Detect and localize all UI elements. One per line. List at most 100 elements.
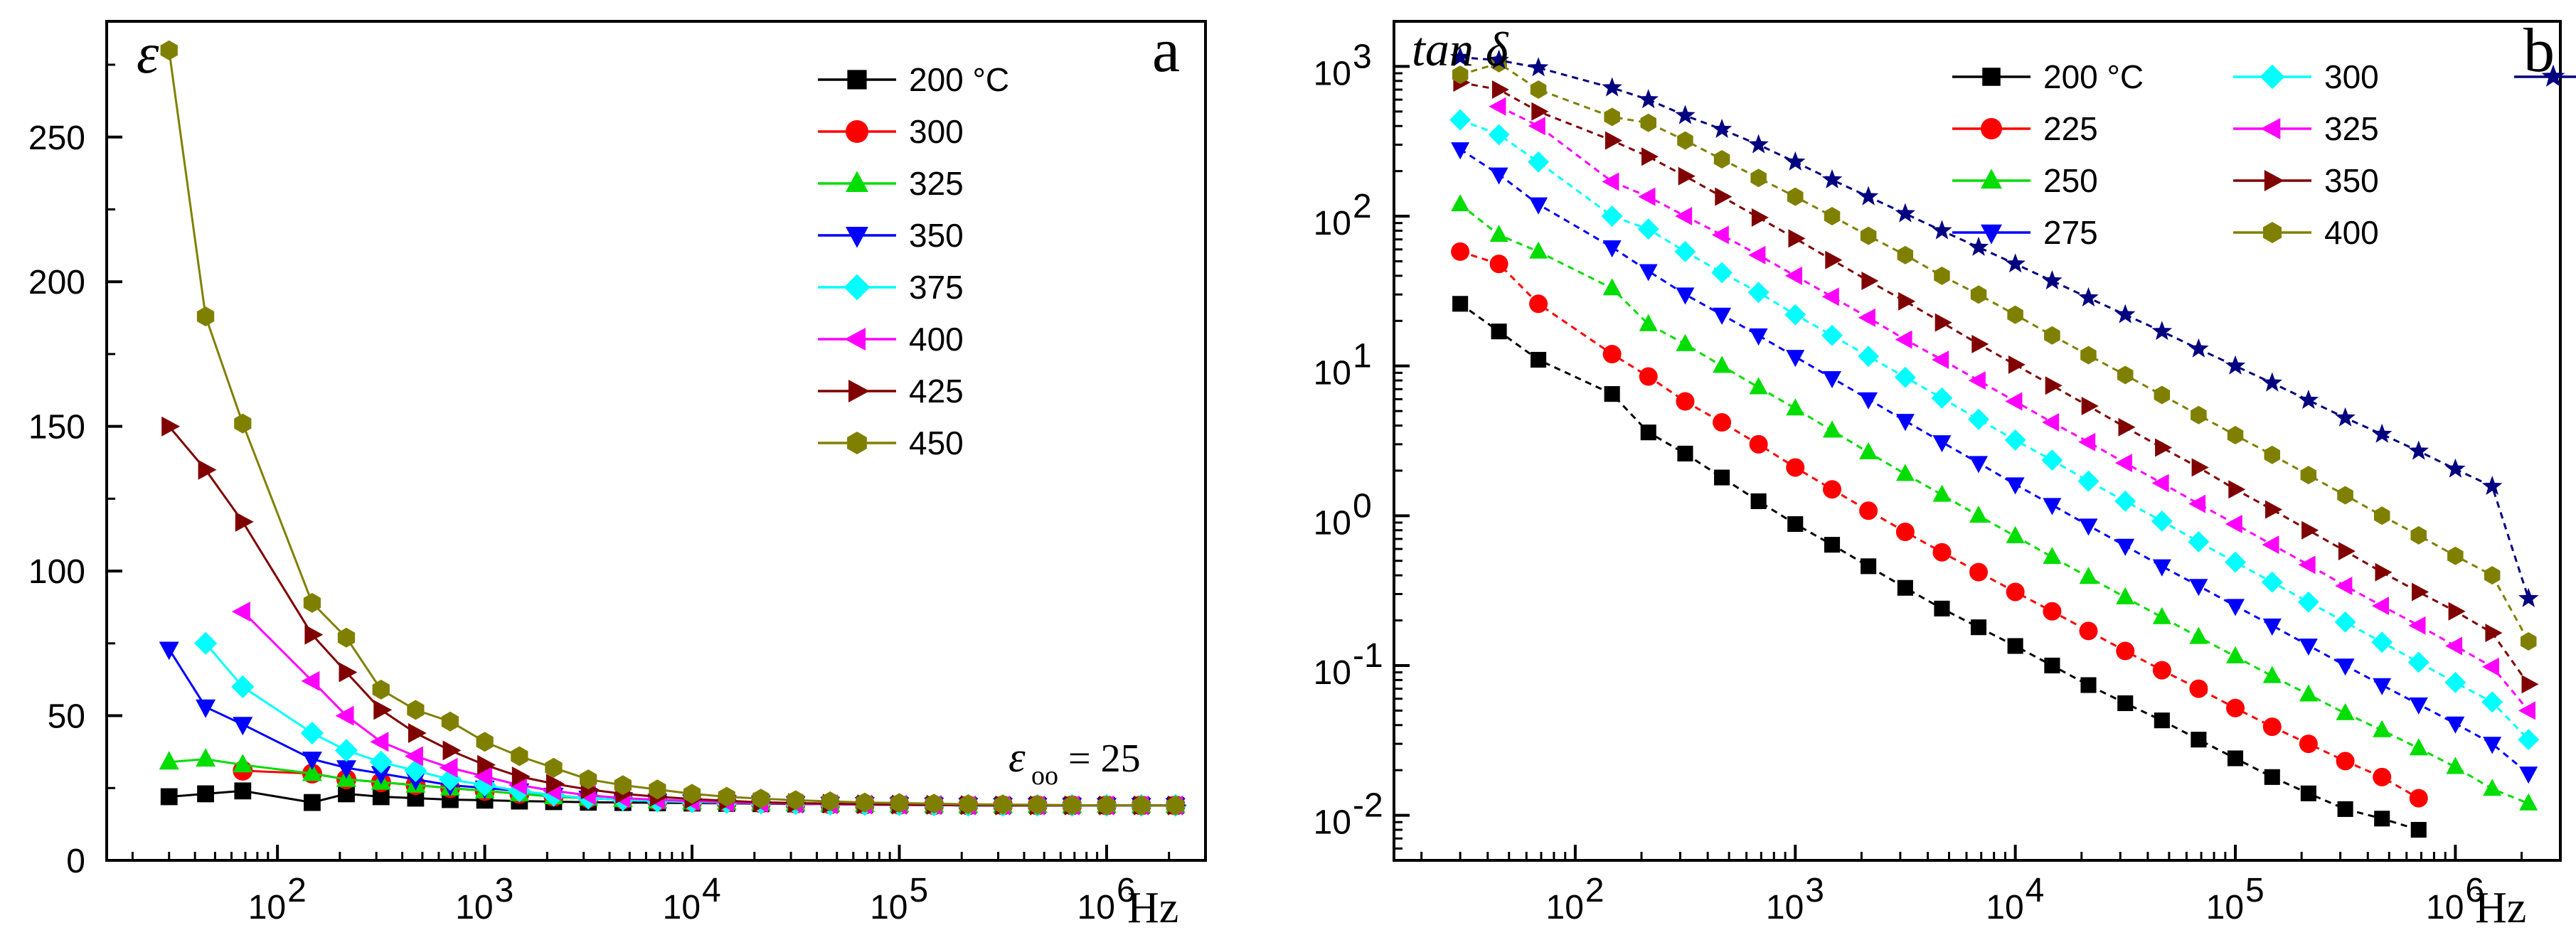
data-point xyxy=(1489,97,1506,116)
data-point xyxy=(2007,305,2023,324)
data-point xyxy=(160,40,178,60)
data-point xyxy=(1530,80,1547,99)
data-point xyxy=(2008,355,2026,374)
data-point xyxy=(2152,559,2171,577)
data-point xyxy=(1528,151,1549,173)
data-point xyxy=(2079,567,2098,584)
legend-marker xyxy=(848,380,870,402)
data-point xyxy=(2114,454,2132,473)
legend-item: 250 xyxy=(1952,162,2098,199)
data-point xyxy=(339,662,358,683)
data-point xyxy=(2117,695,2134,712)
x-tick-exponent: 5 xyxy=(2245,872,2264,909)
data-point xyxy=(2004,429,2026,451)
data-point xyxy=(2044,326,2060,345)
data-point xyxy=(233,717,253,736)
data-point xyxy=(1491,80,1509,99)
data-point xyxy=(718,786,735,807)
data-point xyxy=(1097,795,1116,816)
data-point xyxy=(2481,657,2499,676)
data-point xyxy=(2408,440,2429,460)
legend-item: 225 xyxy=(1952,110,2098,147)
legend-marker xyxy=(844,328,866,351)
legend-item: 450 xyxy=(2514,64,2576,87)
data-point xyxy=(2518,701,2535,720)
data-point xyxy=(1894,366,1916,388)
legend-label: 200 °C xyxy=(2043,58,2144,95)
data-point xyxy=(2007,638,2023,654)
legend-marker xyxy=(847,432,867,454)
data-point xyxy=(1823,371,1841,388)
data-point xyxy=(1824,207,1841,225)
data-point xyxy=(1677,445,1693,461)
data-point xyxy=(511,746,528,767)
legend-label: 425 xyxy=(909,373,964,410)
legend-item: 325 xyxy=(818,165,964,202)
data-point xyxy=(1750,493,1767,509)
data-point xyxy=(787,790,804,811)
data-point xyxy=(1531,351,1547,368)
legend-label: 400 xyxy=(2324,214,2379,251)
data-point xyxy=(2335,577,2353,595)
legend-item: 425 xyxy=(818,373,964,410)
data-point xyxy=(2226,698,2245,717)
data-point xyxy=(370,732,389,752)
data-point xyxy=(2078,287,2099,306)
data-point xyxy=(233,754,253,773)
data-point xyxy=(2448,602,2466,621)
data-point xyxy=(1528,57,1549,77)
data-point xyxy=(1677,131,1693,150)
data-point xyxy=(2080,346,2097,365)
panel-b-legend: 200 °C 225 250 275 300 325 350 400 450 xyxy=(1952,58,2576,251)
data-point xyxy=(2006,477,2025,495)
data-point xyxy=(2081,397,2099,415)
data-point xyxy=(1489,167,1508,185)
data-point xyxy=(234,413,252,434)
data-point xyxy=(161,416,181,437)
series-400 xyxy=(1452,53,2537,651)
data-point xyxy=(1638,89,1659,109)
data-point xyxy=(2116,587,2135,604)
data-point xyxy=(2483,737,2502,754)
data-point xyxy=(235,511,254,532)
data-point xyxy=(408,723,427,743)
data-point xyxy=(2226,599,2245,616)
data-point xyxy=(2191,732,2207,748)
data-point xyxy=(546,774,565,794)
panel-b-y-axis-title: tan δ xyxy=(1412,22,1509,76)
data-point xyxy=(231,675,255,698)
data-point xyxy=(2116,538,2135,556)
legend-item: 200 °C xyxy=(818,61,1009,98)
legend-label: 325 xyxy=(909,165,964,202)
data-point xyxy=(2301,520,2319,540)
x-tick-label: 10 xyxy=(1077,889,1115,926)
data-point xyxy=(1675,207,1693,225)
data-point xyxy=(1821,324,1843,346)
data-point xyxy=(2118,417,2136,437)
legend-marker xyxy=(846,120,868,143)
data-point xyxy=(2006,582,2025,602)
data-point xyxy=(2519,767,2538,784)
legend-marker xyxy=(2264,170,2284,191)
panel-b-plot-frame xyxy=(1393,20,2562,862)
data-point xyxy=(2152,661,2171,680)
data-point xyxy=(2262,535,2279,555)
data-point xyxy=(1713,356,1732,373)
legend-marker xyxy=(846,227,868,248)
legend-item: 200 °C xyxy=(1952,58,2144,95)
data-point xyxy=(2115,304,2136,324)
data-point xyxy=(1602,77,1622,97)
legend-label: 250 xyxy=(2043,162,2098,199)
data-point xyxy=(1640,424,1656,441)
data-point xyxy=(1932,220,1952,240)
data-point xyxy=(2042,413,2060,432)
series-450 xyxy=(160,40,1184,816)
data-point xyxy=(2445,636,2463,656)
data-point xyxy=(2154,385,2171,405)
data-point xyxy=(1968,236,1989,256)
data-point xyxy=(2152,607,2171,624)
data-point xyxy=(1787,187,1804,206)
data-point xyxy=(1166,795,1184,816)
